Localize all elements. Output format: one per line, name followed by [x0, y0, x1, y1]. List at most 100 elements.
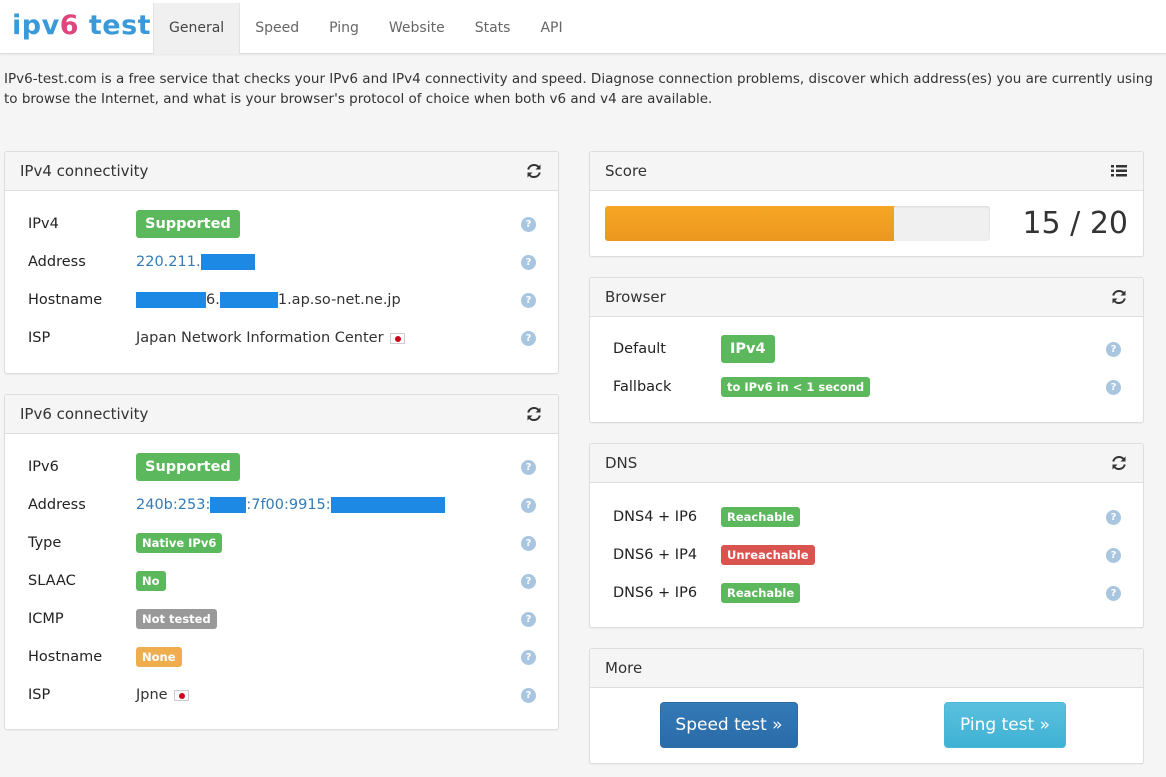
browser-fallback-badge: to IPv6 in < 1 second	[721, 377, 871, 397]
dns-status-badge: Reachable	[721, 507, 801, 527]
ipv4-isp-row: ISP Japan Network Information Center ?	[28, 324, 538, 352]
tab-general[interactable]: General	[153, 3, 241, 54]
ipv6-address-row: Address 240b:253::7f00:9915: ?	[28, 491, 538, 519]
dns6-ip6-row: DNS6 + IP6 Reachable ?	[613, 579, 1123, 607]
tab-ping[interactable]: Ping	[329, 20, 359, 36]
ipv6-status-badge: Supported	[136, 453, 240, 481]
ipv4-label: IPv4	[28, 216, 59, 232]
help-icon[interactable]: ?	[521, 498, 536, 513]
list-icon[interactable]	[1110, 162, 1128, 180]
ipv4-isp-label: ISP	[28, 330, 51, 346]
help-icon[interactable]: ?	[521, 255, 536, 270]
redaction-mark	[330, 497, 445, 513]
help-icon[interactable]: ?	[1106, 380, 1121, 395]
ipv6-hostname-badge: None	[136, 647, 182, 667]
dns4-ip6-row: DNS4 + IP6 Reachable ?	[613, 503, 1123, 531]
browser-fallback-label: Fallback	[613, 379, 672, 395]
tab-stats[interactable]: Stats	[474, 20, 511, 36]
help-icon[interactable]: ?	[521, 650, 536, 665]
help-icon[interactable]: ?	[521, 460, 536, 475]
ipv4-status-badge: Supported	[136, 210, 240, 238]
redaction-mark	[210, 497, 247, 513]
refresh-icon[interactable]	[1110, 288, 1128, 306]
redaction-mark	[219, 292, 278, 308]
browser-panel: Browser Default IPv4 ? Fallback to IPv6 …	[589, 277, 1144, 423]
tab-speed[interactable]: Speed	[255, 20, 300, 36]
ipv4-hostname-label: Hostname	[28, 292, 103, 308]
ipv4-hostname-mid: 6.	[206, 292, 220, 308]
help-icon[interactable]: ?	[521, 217, 536, 232]
more-panel-heading: More	[590, 649, 1143, 688]
redaction-mark	[200, 254, 255, 270]
ipv4-hostname-row: Hostname 6. 1.ap.so-net.ne.jp ?	[28, 286, 538, 314]
ipv6-panel: IPv6 connectivity IPv6 Supported ? Addre…	[4, 394, 559, 730]
ipv6-type-badge: Native IPv6	[136, 533, 223, 553]
ipv6-slaac-label: SLAAC	[28, 573, 76, 589]
browser-panel-title: Browser	[605, 288, 666, 306]
ipv6-address-link-mid[interactable]: :7f00:9915:	[246, 497, 331, 513]
tab-api[interactable]: API	[540, 20, 563, 36]
ipv6-type-row: Type Native IPv6 ?	[28, 529, 538, 557]
speed-test-button[interactable]: Speed test »	[660, 702, 798, 748]
help-icon[interactable]: ?	[521, 574, 536, 589]
ipv4-panel-title: IPv4 connectivity	[20, 162, 149, 180]
browser-default-badge: IPv4	[721, 335, 775, 363]
japan-flag-icon	[173, 689, 189, 701]
browser-panel-heading: Browser	[590, 278, 1143, 317]
dns6-ip4-row: DNS6 + IP4 Unreachable ?	[613, 541, 1123, 569]
score-panel-heading: Score	[590, 152, 1143, 191]
ipv4-address-row: Address 220.211. ?	[28, 248, 538, 276]
score-panel-title: Score	[605, 162, 648, 180]
score-progress-fill	[605, 206, 894, 241]
nav-tabs: General Speed Ping Website Stats API	[153, 3, 578, 54]
browser-fallback-row: Fallback to IPv6 in < 1 second ?	[613, 373, 1123, 401]
refresh-icon[interactable]	[1110, 454, 1128, 472]
refresh-icon[interactable]	[525, 162, 543, 180]
top-navbar: ipv6 test General Speed Ping Website Sta…	[0, 0, 1166, 54]
dns-row-label: DNS4 + IP6	[613, 509, 698, 525]
help-icon[interactable]: ?	[1106, 510, 1121, 525]
ipv6-slaac-row: SLAAC No ?	[28, 567, 538, 595]
dns-status-badge: Reachable	[721, 583, 801, 603]
ipv6-icmp-row: ICMP Not tested ?	[28, 605, 538, 633]
help-icon[interactable]: ?	[521, 293, 536, 308]
ipv6-type-label: Type	[28, 535, 62, 551]
ipv6-address-link-prefix[interactable]: 240b:253:	[136, 497, 211, 513]
ipv6-panel-heading: IPv6 connectivity	[5, 395, 558, 434]
brand-logo[interactable]: ipv6 test	[12, 10, 151, 41]
help-icon[interactable]: ?	[521, 331, 536, 346]
dns-status-badge: Unreachable	[721, 545, 815, 565]
tab-website[interactable]: Website	[388, 20, 445, 36]
ipv4-address-link[interactable]: 220.211.	[136, 254, 201, 270]
more-panel-title: More	[605, 659, 643, 677]
score-progress-bar	[605, 206, 990, 241]
ipv6-panel-title: IPv6 connectivity	[20, 405, 149, 423]
help-icon[interactable]: ?	[1106, 342, 1121, 357]
help-icon[interactable]: ?	[1106, 586, 1121, 601]
brand-part-2: 6	[59, 10, 79, 41]
refresh-icon[interactable]	[525, 405, 543, 423]
ipv6-label: IPv6	[28, 459, 59, 475]
ipv6-hostname-row: Hostname None ?	[28, 643, 538, 671]
brand-part-3: test	[78, 10, 152, 41]
help-icon[interactable]: ?	[1106, 548, 1121, 563]
intro-text: IPv6-test.com is a free service that che…	[4, 71, 1153, 107]
more-panel: More Speed test » Ping test »	[589, 648, 1144, 764]
redaction-mark	[136, 292, 206, 308]
ipv6-isp-value: Jpne	[136, 687, 168, 703]
japan-flag-icon	[389, 332, 405, 344]
ipv6-status-row: IPv6 Supported ?	[28, 453, 538, 481]
ipv4-panel: IPv4 connectivity IPv4 Supported ? Addre…	[4, 151, 559, 374]
ipv6-icmp-label: ICMP	[28, 611, 64, 627]
dns-panel-title: DNS	[605, 454, 638, 472]
ipv4-isp-value: Japan Network Information Center	[136, 330, 384, 346]
dns-panel: DNS DNS4 + IP6 Reachable ? DNS6 + IP4 Un…	[589, 443, 1144, 628]
ipv4-status-row: IPv4 Supported ?	[28, 210, 538, 238]
score-panel: Score 15 / 20	[589, 151, 1144, 257]
ipv6-slaac-badge: No	[136, 571, 166, 591]
ping-test-button[interactable]: Ping test »	[944, 702, 1066, 748]
help-icon[interactable]: ?	[521, 688, 536, 703]
help-icon[interactable]: ?	[521, 612, 536, 627]
dns-row-label: DNS6 + IP6	[613, 585, 698, 601]
help-icon[interactable]: ?	[521, 536, 536, 551]
